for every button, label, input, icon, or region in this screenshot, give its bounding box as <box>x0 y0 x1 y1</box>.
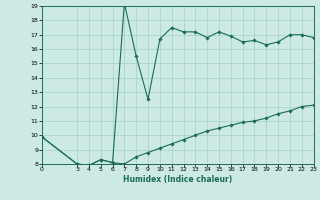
X-axis label: Humidex (Indice chaleur): Humidex (Indice chaleur) <box>123 175 232 184</box>
